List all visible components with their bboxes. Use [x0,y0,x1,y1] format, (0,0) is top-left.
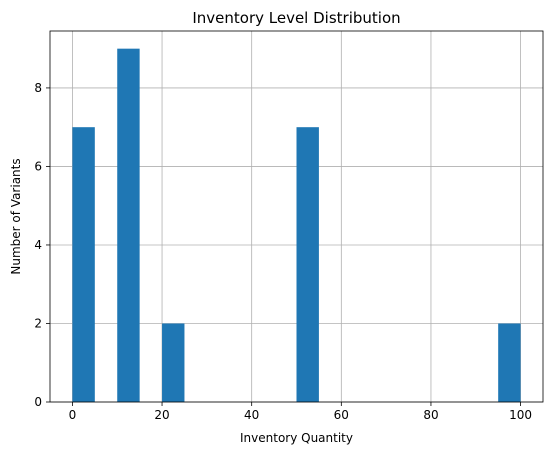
x-tick-label: 60 [334,408,349,422]
x-tick-label: 100 [509,408,532,422]
y-tick-label: 4 [34,238,42,252]
x-tick-label: 80 [423,408,438,422]
histogram-bar [162,323,185,402]
histogram-bars [72,48,521,403]
y-tick-label: 6 [34,159,42,173]
histogram-bar [72,127,95,403]
histogram-bar [296,127,319,403]
y-axis-ticks: 0 2 4 6 8 [34,81,50,409]
y-tick-label: 8 [34,81,42,95]
chart-title: Inventory Level Distribution [192,9,400,27]
x-tick-label: 20 [154,408,169,422]
histogram-bar [117,48,140,403]
y-axis-label: Number of Variants [9,158,23,274]
x-axis-label: Inventory Quantity [240,431,353,445]
x-tick-label: 40 [244,408,259,422]
histogram-bar [498,323,521,402]
x-axis-ticks: 0 20 40 60 80 100 [69,402,532,422]
axes-frame [49,30,544,403]
x-tick-label: 0 [69,408,77,422]
y-tick-label: 0 [34,395,42,409]
y-tick-label: 2 [34,316,42,330]
